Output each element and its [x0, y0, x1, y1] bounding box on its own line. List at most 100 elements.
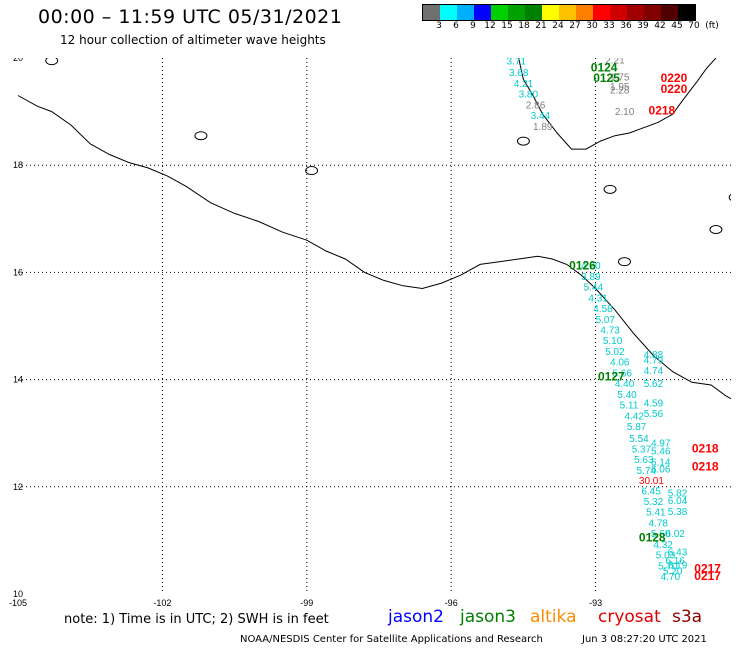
y-tick-label: 16 [13, 267, 23, 277]
pacific-coastline [17, 95, 731, 400]
pass-id-label: 0218 [649, 103, 676, 117]
coastline [17, 58, 731, 400]
legend-label: 45 [671, 21, 683, 31]
swh-value: 6.14 [651, 457, 671, 468]
swh-value: 5.37 [632, 444, 652, 455]
legend-label: 36 [620, 21, 632, 31]
satellite-altika: altika [530, 607, 577, 627]
legend-label: 21 [535, 21, 547, 31]
swh-value: 6.43 [668, 547, 688, 558]
satellite-cryosat: cryosat [598, 607, 661, 627]
island-outline [305, 166, 319, 176]
y-tick-label: 10 [13, 589, 23, 599]
swh-value: 5.62 [644, 379, 664, 390]
legend-swatch [423, 5, 440, 20]
swh-value: 4.74 [644, 366, 664, 377]
swh-value: 5.38 [668, 507, 688, 518]
legend-label: 3 [436, 21, 442, 31]
legend-swatch [525, 5, 542, 20]
pass-id-label: 0218 [692, 441, 719, 455]
swh-value: 6.45 [641, 486, 661, 497]
legend-swatch [559, 5, 576, 20]
wave-height-map: 3.713.684.213.802.863.441.89 2.21 1.751.95… [9, 58, 731, 608]
swh-value: 6.06 [651, 464, 671, 475]
swh-value: 4.88 [644, 350, 664, 361]
swh-value: 1.95 [610, 82, 630, 93]
swh-value: 5.87 [627, 422, 647, 433]
swh-value: 5.20 [663, 567, 683, 578]
color-scale-legend [422, 4, 696, 21]
legend-swatch [678, 5, 695, 20]
swh-value: 3.71 [507, 58, 527, 67]
legend-swatch [644, 5, 661, 20]
island-outline [516, 136, 530, 146]
legend-label: 12 [484, 21, 496, 31]
legend-label: 42 [654, 21, 666, 31]
legend-swatch [627, 5, 644, 20]
legend-swatch [542, 5, 559, 20]
swh-value: 4.79 [644, 356, 664, 367]
island-outline [603, 184, 617, 194]
swh-value: 6.16 [665, 556, 685, 567]
legend-swatch [440, 5, 457, 20]
y-tick-label: 12 [13, 482, 23, 492]
pass-id-label: 0217 [694, 562, 721, 576]
satellite-s3a: s3a [672, 607, 703, 627]
island-outline [728, 193, 731, 201]
island-outline [194, 131, 208, 141]
legend-swatch [508, 5, 525, 20]
y-tick-label: 14 [13, 375, 23, 385]
footer-note: note: 1) Time is in UTC; 2) SWH is in fe… [64, 612, 329, 627]
legend-swatch [593, 5, 610, 20]
island-outline [45, 58, 59, 66]
swh-value: 4.40 [615, 379, 635, 390]
legend-label: 39 [637, 21, 649, 31]
swh-value: 4.31 [588, 293, 608, 304]
x-tick-label: -99 [300, 598, 313, 608]
legend-swatch [474, 5, 491, 20]
swh-value: 5.10 [603, 336, 623, 347]
pass-id-label: 0128 [639, 530, 666, 544]
swh-value: 30.01 [639, 476, 664, 487]
swh-value: 3.80 [519, 90, 539, 101]
legend-unit: (ft) [705, 21, 719, 31]
observations: 3.713.684.213.802.863.441.89 2.21 1.751.95… [507, 58, 688, 583]
swh-value: 5.60 [651, 529, 671, 540]
swh-value: 4.32 [653, 540, 673, 551]
swh-value: 6.02 [665, 529, 685, 540]
swh-value: 5.82 [668, 488, 688, 499]
swh-value: 5.63 [634, 455, 654, 466]
legend-label: 9 [470, 21, 476, 31]
grid-lines [18, 58, 731, 594]
swh-value: 5.74 [637, 466, 657, 477]
legend-label: 27 [569, 21, 581, 31]
island-outline [709, 225, 723, 235]
legend-label: 70 [688, 21, 700, 31]
pass-id-label: 0220 [661, 71, 688, 85]
swh-value: 5.02 [605, 347, 625, 358]
legend-label: 18 [518, 21, 530, 31]
pass-id-label: 0217 [694, 569, 721, 583]
swh-value: 5.40 [617, 390, 637, 401]
swh-value: 4.97 [651, 439, 671, 450]
swh-value: 5.07 [596, 315, 616, 326]
swh-value: 2.86 [526, 100, 546, 111]
x-tick-label: -93 [589, 598, 602, 608]
swh-value: 5.11 [620, 401, 639, 412]
y-tick-label: 20 [13, 58, 23, 63]
swh-value: 4.06 [610, 358, 630, 369]
pass-id-label: 0125 [593, 71, 620, 85]
swh-value: 1.89 [533, 122, 553, 133]
x-tick-label: -105 [9, 598, 27, 608]
legend-swatch [491, 5, 508, 20]
legend-label: 33 [603, 21, 615, 31]
legend-swatch [610, 5, 627, 20]
swh-value: 4.20 [581, 261, 601, 272]
pass-id-label: 0220 [661, 82, 688, 96]
pass-id-label: 0124 [591, 60, 618, 74]
map-frame [18, 58, 731, 594]
gulf-coastline [518, 58, 717, 150]
legend-label: 24 [552, 21, 564, 31]
swh-value: 1.75 [610, 73, 630, 84]
